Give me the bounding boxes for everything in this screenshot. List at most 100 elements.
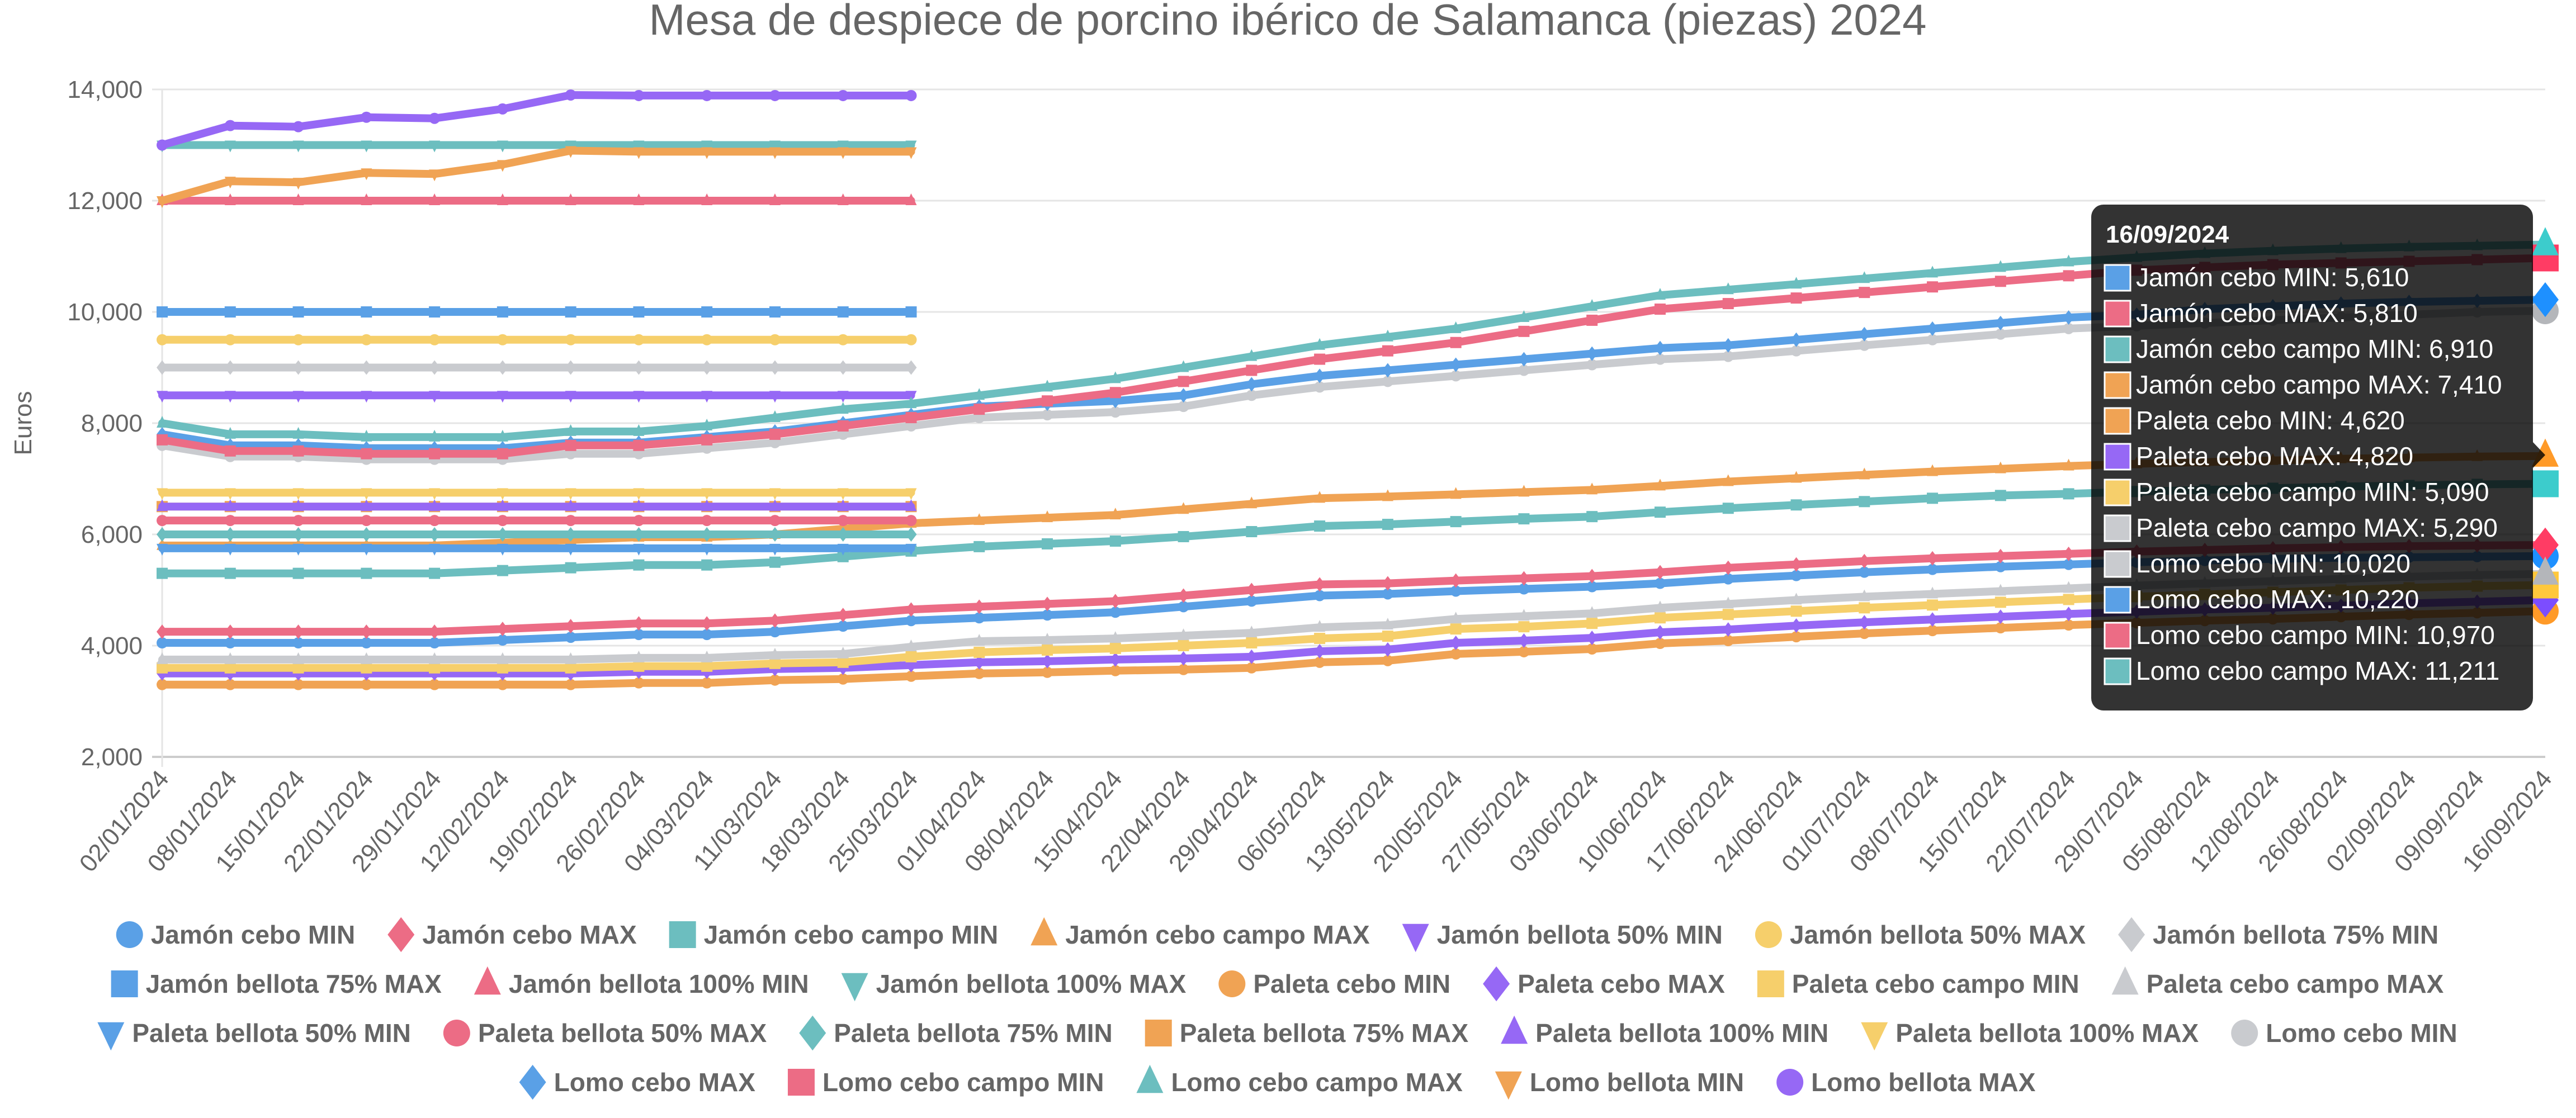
data-point: [429, 662, 441, 674]
data-point: [292, 662, 304, 674]
data-point: [1586, 299, 1598, 311]
data-point: [497, 679, 508, 690]
data-point: [157, 652, 168, 664]
series-jam-n-bellota-75-max: [157, 306, 917, 318]
data-point: [429, 448, 441, 459]
data-point: [1994, 490, 2006, 501]
tooltip-color-swatch: [2104, 550, 2131, 578]
data-point: [1314, 353, 1326, 365]
data-point: [633, 360, 645, 375]
data-point: [1178, 651, 1189, 666]
data-point: [565, 652, 576, 664]
legend-item: Jamón cebo MIN: [116, 920, 355, 949]
data-point: [1994, 461, 2006, 473]
data-point: [633, 424, 645, 436]
data-point: [565, 499, 576, 511]
data-point: [157, 139, 168, 151]
data-point: [1927, 551, 1939, 566]
data-point: [1042, 409, 1053, 421]
data-point: [1994, 276, 2006, 287]
data-point: [1654, 638, 1666, 650]
data-point: [2063, 310, 2074, 325]
data-point: [1722, 350, 1734, 362]
data-point: [565, 619, 576, 634]
legend-label: Jamón cebo MAX: [422, 920, 637, 949]
legend-item: Lomo bellota MIN: [1495, 1068, 1744, 1100]
data-point: [1314, 643, 1326, 659]
data-point: [1790, 332, 1802, 347]
data-point: [1927, 281, 1939, 293]
legend-label: Jamón bellota 100% MAX: [876, 969, 1187, 998]
y-tick-label: 2,000: [81, 743, 143, 771]
legend-label: Lomo bellota MAX: [1811, 1068, 2036, 1097]
data-point: [429, 112, 441, 124]
series-lomo-bellota-min: [157, 146, 917, 208]
data-point: [157, 499, 168, 511]
data-point: [1314, 590, 1326, 601]
data-point: [429, 360, 441, 375]
data-point: [157, 662, 168, 674]
data-point: [1994, 596, 2006, 608]
legend-marker-icon: [1218, 970, 1246, 997]
data-point: [837, 306, 849, 318]
chart-title: Mesa de despiece de porcino ibérico de S…: [649, 0, 1926, 44]
tooltip-item: Lomo cebo MAX: 10,220: [2136, 585, 2419, 614]
data-point: [497, 634, 508, 646]
data-point: [1859, 467, 1870, 480]
data-point: [565, 488, 576, 500]
data-point: [1654, 577, 1666, 589]
data-point: [361, 429, 372, 442]
data-point: [429, 527, 441, 542]
data-point: [157, 637, 168, 649]
data-point: [429, 652, 441, 664]
data-point: [292, 488, 304, 500]
legend-marker-icon: [443, 1020, 470, 1046]
legend-marker-icon: [387, 917, 415, 953]
legend-marker-icon: [1145, 1020, 1172, 1046]
data-point: [1178, 530, 1189, 542]
data-point: [701, 391, 713, 403]
data-point: [1518, 621, 1530, 633]
data-point: [361, 111, 372, 123]
legend-marker-icon: [2118, 917, 2145, 953]
data-point: [905, 360, 917, 375]
data-point: [1859, 553, 1870, 569]
data-point: [497, 652, 508, 664]
data-point: [633, 306, 645, 318]
data-point: [565, 543, 576, 556]
legend-label: Paleta bellota 50% MAX: [478, 1018, 767, 1048]
data-point: [1042, 395, 1053, 407]
series-paleta-bellota-100-max: [157, 488, 917, 500]
legend-item: Paleta bellota 75% MAX: [1145, 1018, 1468, 1048]
data-point: [2063, 488, 2074, 500]
data-point: [905, 499, 917, 511]
tooltip-item: Paleta cebo MIN: 4,620: [2136, 406, 2405, 435]
data-point: [224, 567, 236, 579]
data-point: [1178, 588, 1189, 603]
legend-label: Jamón bellota 75% MIN: [2153, 920, 2438, 949]
data-point: [292, 140, 304, 153]
legend-label: Jamón bellota 50% MIN: [1437, 920, 1723, 949]
data-point: [1790, 471, 1802, 483]
data-point: [361, 515, 372, 527]
data-point: [701, 629, 713, 641]
y-tick-label: 4,000: [81, 632, 143, 660]
data-point: [837, 391, 849, 403]
data-point: [701, 434, 713, 446]
legend-label: Jamón bellota 75% MAX: [146, 969, 442, 998]
data-point: [1246, 637, 1258, 649]
data-point: [1790, 292, 1802, 304]
legend-label: Paleta bellota 100% MIN: [1535, 1018, 1828, 1048]
legend-marker-icon: [799, 1015, 826, 1051]
legend-marker-icon: [1757, 970, 1784, 997]
data-point: [497, 488, 508, 500]
data-point: [837, 140, 849, 153]
data-point: [1246, 662, 1258, 674]
data-point: [1518, 325, 1530, 337]
data-point: [1450, 612, 1462, 624]
data-point: [1994, 328, 2006, 340]
legend-item: Lomo cebo campo MIN: [787, 1068, 1104, 1097]
data-point: [224, 499, 236, 511]
tooltip-item: Lomo cebo campo MIN: 10,970: [2136, 620, 2495, 650]
series-paleta-bellota-50-min: [157, 543, 917, 556]
